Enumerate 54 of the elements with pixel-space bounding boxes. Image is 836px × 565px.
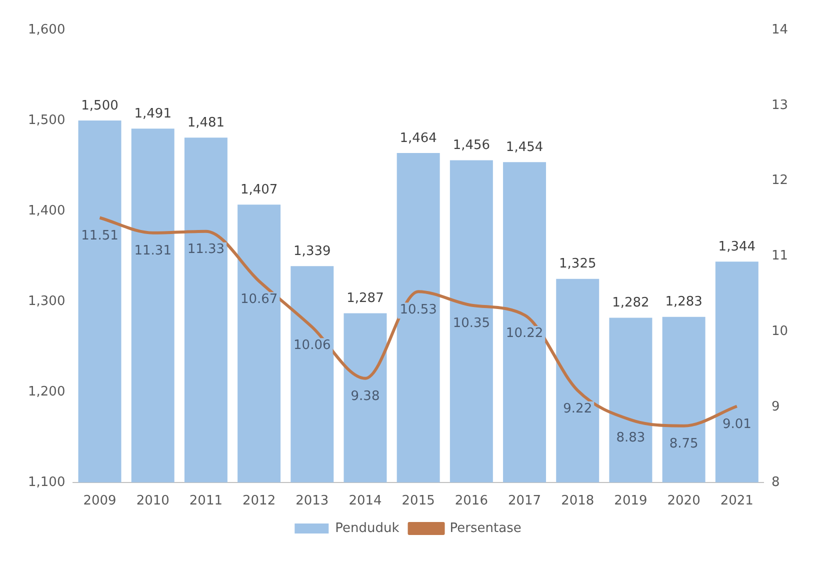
y2-tick-label: 9: [771, 399, 780, 414]
x-tick-label: 2011: [189, 494, 222, 509]
data-label: 1,344: [718, 240, 756, 255]
x-tick-label: 2015: [402, 494, 435, 509]
y2-tick-label: 13: [771, 98, 788, 113]
x-tick-label: 2017: [508, 494, 542, 509]
legend-label: Persentase: [450, 520, 522, 536]
data-label: 10.06: [294, 338, 331, 353]
x-tick-label: 2016: [454, 494, 488, 509]
data-label: 1,454: [506, 140, 544, 155]
data-label: 1,500: [81, 98, 118, 114]
x-tick-label: 2018: [561, 494, 594, 509]
y-tick-label: 1,400: [28, 203, 66, 218]
data-label: 8.75: [669, 436, 698, 452]
data-label: 1,287: [346, 291, 384, 306]
data-label: 10.35: [452, 316, 490, 332]
x-tick-label: 2019: [614, 494, 648, 509]
data-label: 1,325: [559, 256, 596, 272]
data-label: 1,456: [452, 138, 490, 154]
data-label: 10.22: [506, 326, 544, 341]
x-tick-label: 2009: [83, 494, 116, 509]
data-label: 9.38: [350, 389, 380, 404]
data-label: 1,339: [294, 244, 331, 260]
y2-tick-label: 8: [771, 474, 780, 490]
data-label: 1,464: [400, 130, 437, 146]
data-label: 1,282: [612, 296, 650, 311]
y-tick-label: 1,500: [28, 112, 66, 128]
data-label: 11.51: [81, 228, 118, 244]
legend-label: Penduduk: [335, 520, 400, 536]
y-tick-label: 1,200: [28, 384, 66, 400]
data-label: 11.31: [134, 244, 172, 259]
y2-tick-label: 11: [771, 248, 788, 264]
x-tick-label: 2014: [348, 494, 382, 509]
x-tick-label: 2020: [667, 494, 700, 509]
y-tick-label: 1,100: [28, 474, 66, 490]
y2-tick-label: 10: [771, 324, 788, 339]
y-tick-label: 1,600: [28, 22, 66, 38]
data-label: 1,481: [187, 116, 225, 131]
data-label: 1,491: [134, 106, 172, 122]
x-tick-label: 2021: [720, 494, 754, 509]
x-tick-label: 2010: [136, 494, 170, 509]
data-label: 11.33: [187, 242, 225, 258]
data-label: 10.67: [240, 292, 278, 307]
data-label: 8.83: [616, 430, 646, 446]
data-label: 9.22: [563, 401, 592, 416]
y-tick-label: 1,300: [28, 294, 66, 309]
x-tick-label: 2012: [242, 494, 276, 509]
x-tick-label: 2013: [296, 494, 329, 509]
y2-tick-label: 12: [771, 173, 788, 188]
data-label: 1,407: [240, 182, 278, 198]
data-label: 9.01: [722, 417, 752, 432]
data-label: 10.53: [400, 302, 437, 318]
data-label: 1,283: [665, 294, 702, 310]
y2-tick-label: 14: [771, 22, 788, 38]
